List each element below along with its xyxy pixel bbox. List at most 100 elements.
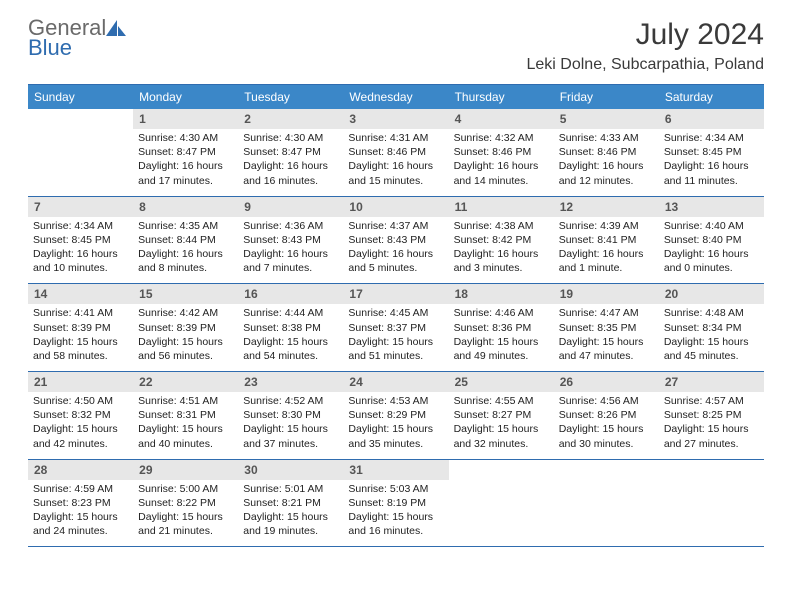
calendar-day-cell: 23Sunrise: 4:52 AMSunset: 8:30 PMDayligh… (238, 372, 343, 460)
day-number: 8 (133, 197, 238, 217)
calendar-day-cell: 20Sunrise: 4:48 AMSunset: 8:34 PMDayligh… (659, 284, 764, 372)
daylight-text: Daylight: 15 hours and 16 minutes. (348, 510, 443, 538)
calendar-day-cell: 29Sunrise: 5:00 AMSunset: 8:22 PMDayligh… (133, 459, 238, 547)
daylight-text: Daylight: 15 hours and 24 minutes. (33, 510, 128, 538)
daylight-text: Daylight: 16 hours and 10 minutes. (33, 247, 128, 275)
calendar-day-cell: 22Sunrise: 4:51 AMSunset: 8:31 PMDayligh… (133, 372, 238, 460)
day-number: 14 (28, 284, 133, 304)
daylight-text: Daylight: 15 hours and 51 minutes. (348, 335, 443, 363)
day-details: Sunrise: 4:48 AMSunset: 8:34 PMDaylight:… (659, 304, 764, 371)
day-details: Sunrise: 4:41 AMSunset: 8:39 PMDaylight:… (28, 304, 133, 371)
sunset-text: Sunset: 8:47 PM (138, 145, 233, 159)
day-number: 7 (28, 197, 133, 217)
sunrise-text: Sunrise: 4:31 AM (348, 131, 443, 145)
daylight-text: Daylight: 16 hours and 16 minutes. (243, 159, 338, 187)
calendar-day-cell (554, 459, 659, 547)
day-details: Sunrise: 4:39 AMSunset: 8:41 PMDaylight:… (554, 217, 659, 284)
day-number: 27 (659, 372, 764, 392)
weekday-header: Friday (554, 85, 659, 110)
calendar-day-cell: 10 Sunrise: 4:37 AMSunset: 8:43 PMDayligh… (343, 196, 448, 284)
daylight-text: Daylight: 16 hours and 14 minutes. (454, 159, 549, 187)
sunset-text: Sunset: 8:25 PM (664, 408, 759, 422)
day-details: Sunrise: 4:42 AMSunset: 8:39 PMDaylight:… (133, 304, 238, 371)
daylight-text: Daylight: 16 hours and 3 minutes. (454, 247, 549, 275)
day-number: 9 (238, 197, 343, 217)
day-number: 21 (28, 372, 133, 392)
sunrise-text: Sunrise: 4:46 AM (454, 306, 549, 320)
day-number: 2 (238, 109, 343, 129)
sunset-text: Sunset: 8:21 PM (243, 496, 338, 510)
sunrise-text: Sunrise: 4:47 AM (559, 306, 654, 320)
sunset-text: Sunset: 8:42 PM (454, 233, 549, 247)
sunrise-text: Sunrise: 4:44 AM (243, 306, 338, 320)
day-number: 15 (133, 284, 238, 304)
day-details: Sunrise: 4:30 AMSunset: 8:47 PMDaylight:… (238, 129, 343, 196)
sunrise-text: Sunrise: 4:34 AM (664, 131, 759, 145)
daylight-text: Daylight: 15 hours and 56 minutes. (138, 335, 233, 363)
day-details: Sunrise: 4:59 AMSunset: 8:23 PMDaylight:… (28, 480, 133, 547)
calendar-day-cell: 30Sunrise: 5:01 AMSunset: 8:21 PMDayligh… (238, 459, 343, 547)
daylight-text: Daylight: 16 hours and 7 minutes. (243, 247, 338, 275)
sunrise-text: Sunrise: 4:53 AM (348, 394, 443, 408)
day-details: Sunrise: 4:35 AMSunset: 8:44 PMDaylight:… (133, 217, 238, 284)
calendar-day-cell (28, 109, 133, 196)
sunset-text: Sunset: 8:45 PM (33, 233, 128, 247)
weekday-header: Sunday (28, 85, 133, 110)
sunrise-text: Sunrise: 4:30 AM (243, 131, 338, 145)
calendar-day-cell: 24Sunrise: 4:53 AMSunset: 8:29 PMDayligh… (343, 372, 448, 460)
day-details: Sunrise: 4:47 AMSunset: 8:35 PMDaylight:… (554, 304, 659, 371)
calendar-day-cell: 17Sunrise: 4:45 AMSunset: 8:37 PMDayligh… (343, 284, 448, 372)
day-details: Sunrise: 4:45 AMSunset: 8:37 PMDaylight:… (343, 304, 448, 371)
sunset-text: Sunset: 8:43 PM (348, 233, 443, 247)
day-number: 22 (133, 372, 238, 392)
sunset-text: Sunset: 8:44 PM (138, 233, 233, 247)
daylight-text: Daylight: 16 hours and 11 minutes. (664, 159, 759, 187)
day-details: Sunrise: 4:53 AMSunset: 8:29 PMDaylight:… (343, 392, 448, 459)
day-number: 11 (449, 197, 554, 217)
daylight-text: Daylight: 15 hours and 35 minutes. (348, 422, 443, 450)
day-number: 13 (659, 197, 764, 217)
sunrise-text: Sunrise: 4:37 AM (348, 219, 443, 233)
calendar-day-cell: 9Sunrise: 4:36 AMSunset: 8:43 PMDaylight… (238, 196, 343, 284)
weekday-header: Saturday (659, 85, 764, 110)
day-number: 26 (554, 372, 659, 392)
sunset-text: Sunset: 8:22 PM (138, 496, 233, 510)
brand-part2: Blue (28, 35, 72, 60)
sunrise-text: Sunrise: 4:55 AM (454, 394, 549, 408)
day-details: Sunrise: 4:36 AMSunset: 8:43 PMDaylight:… (238, 217, 343, 284)
weekday-header: Wednesday (343, 85, 448, 110)
sunset-text: Sunset: 8:27 PM (454, 408, 549, 422)
day-number: 30 (238, 460, 343, 480)
daylight-text: Daylight: 16 hours and 5 minutes. (348, 247, 443, 275)
daylight-text: Daylight: 15 hours and 49 minutes. (454, 335, 549, 363)
calendar-day-cell: 28Sunrise: 4:59 AMSunset: 8:23 PMDayligh… (28, 459, 133, 547)
day-details: Sunrise: 5:03 AMSunset: 8:19 PMDaylight:… (343, 480, 448, 547)
sunset-text: Sunset: 8:26 PM (559, 408, 654, 422)
weekday-header-row: Sunday Monday Tuesday Wednesday Thursday… (28, 85, 764, 110)
calendar-day-cell: 13Sunrise: 4:40 AMSunset: 8:40 PMDayligh… (659, 196, 764, 284)
sunrise-text: Sunrise: 4:41 AM (33, 306, 128, 320)
sunrise-text: Sunrise: 4:39 AM (559, 219, 654, 233)
day-number: 4 (449, 109, 554, 129)
day-number: 29 (133, 460, 238, 480)
calendar-day-cell: 8Sunrise: 4:35 AMSunset: 8:44 PMDaylight… (133, 196, 238, 284)
day-details: Sunrise: 4:31 AMSunset: 8:46 PMDaylight:… (343, 129, 448, 196)
sunrise-text: Sunrise: 4:32 AM (454, 131, 549, 145)
day-number: 3 (343, 109, 448, 129)
sunset-text: Sunset: 8:43 PM (243, 233, 338, 247)
weekday-header: Tuesday (238, 85, 343, 110)
calendar-day-cell: 11Sunrise: 4:38 AMSunset: 8:42 PMDayligh… (449, 196, 554, 284)
daylight-text: Daylight: 15 hours and 30 minutes. (559, 422, 654, 450)
day-details: Sunrise: 4:50 AMSunset: 8:32 PMDaylight:… (28, 392, 133, 459)
sunset-text: Sunset: 8:47 PM (243, 145, 338, 159)
calendar-day-cell: 12Sunrise: 4:39 AMSunset: 8:41 PMDayligh… (554, 196, 659, 284)
day-number: 17 (343, 284, 448, 304)
day-number: 10 (343, 197, 448, 217)
daylight-text: Daylight: 15 hours and 58 minutes. (33, 335, 128, 363)
calendar-week-row: 7Sunrise: 4:34 AMSunset: 8:45 PMDaylight… (28, 196, 764, 284)
sunrise-text: Sunrise: 4:52 AM (243, 394, 338, 408)
calendar-day-cell: 26Sunrise: 4:56 AMSunset: 8:26 PMDayligh… (554, 372, 659, 460)
location: Leki Dolne, Subcarpathia, Poland (527, 56, 765, 74)
daylight-text: Daylight: 15 hours and 27 minutes. (664, 422, 759, 450)
calendar-day-cell: 5Sunrise: 4:33 AMSunset: 8:46 PMDaylight… (554, 109, 659, 196)
